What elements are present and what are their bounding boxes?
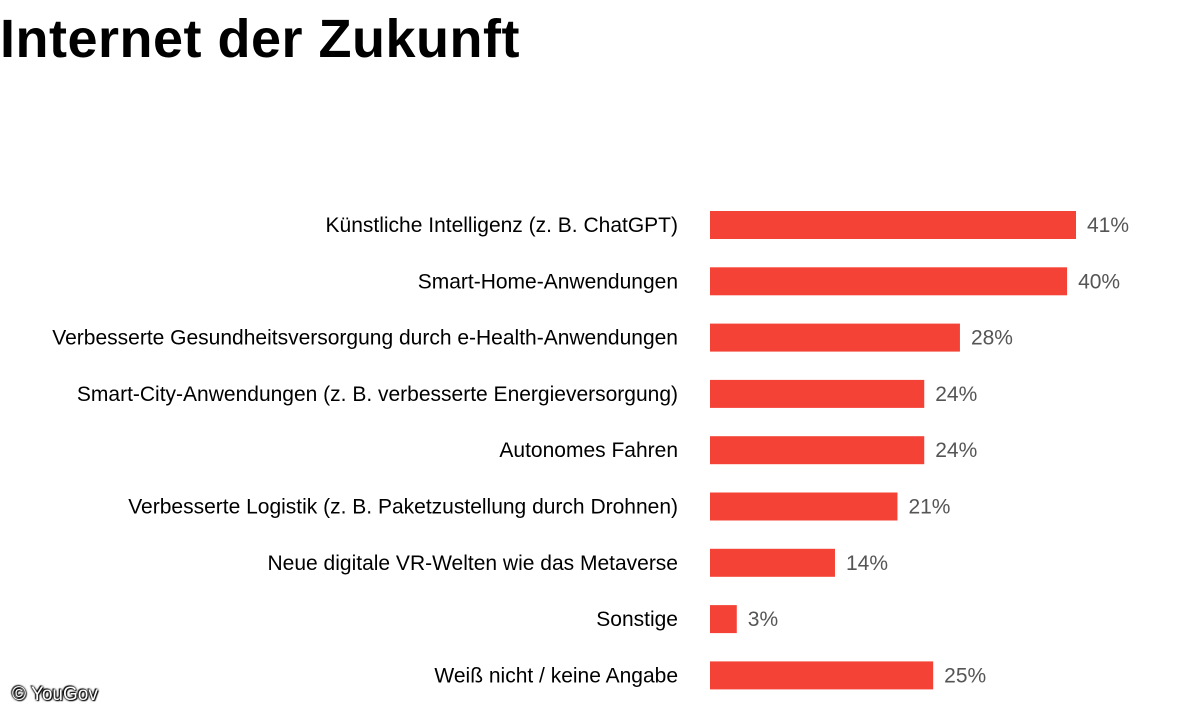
value-label: 40%: [1078, 270, 1120, 293]
value-label: 25%: [944, 664, 986, 687]
category-label: Verbesserte Logistik (z. B. Paketzustell…: [128, 496, 678, 519]
chart-title: Internet der Zukunft: [0, 9, 520, 69]
bar: [710, 605, 737, 634]
bar: [710, 436, 925, 465]
value-label: 24%: [935, 383, 977, 406]
value-label: 21%: [908, 496, 950, 519]
bar: [710, 661, 934, 690]
value-label: 28%: [971, 327, 1013, 350]
category-label: Smart-Home-Anwendungen: [418, 270, 678, 293]
bar: [710, 211, 1076, 239]
category-label: Weiß nicht / keine Angabe: [434, 664, 678, 687]
bar: [710, 379, 925, 408]
category-label: Künstliche Intelligenz (z. B. ChatGPT): [326, 214, 678, 237]
bar: [710, 492, 898, 521]
copyright-notice: © YouGov: [12, 684, 98, 705]
value-label: 24%: [935, 439, 977, 462]
category-label: Sonstige: [596, 608, 678, 631]
category-label: Smart-City-Anwendungen (z. B. verbessert…: [77, 383, 678, 406]
bar: [710, 267, 1068, 296]
value-label: 41%: [1087, 214, 1129, 237]
category-label: Verbesserte Gesundheitsversorgung durch …: [52, 327, 678, 350]
value-label: 3%: [748, 608, 778, 631]
category-label: Autonomes Fahren: [499, 439, 678, 462]
bar: [710, 548, 835, 577]
value-label: 14%: [846, 552, 888, 575]
category-label: Neue digitale VR-Welten wie das Metavers…: [268, 552, 678, 575]
bar: [710, 323, 960, 352]
